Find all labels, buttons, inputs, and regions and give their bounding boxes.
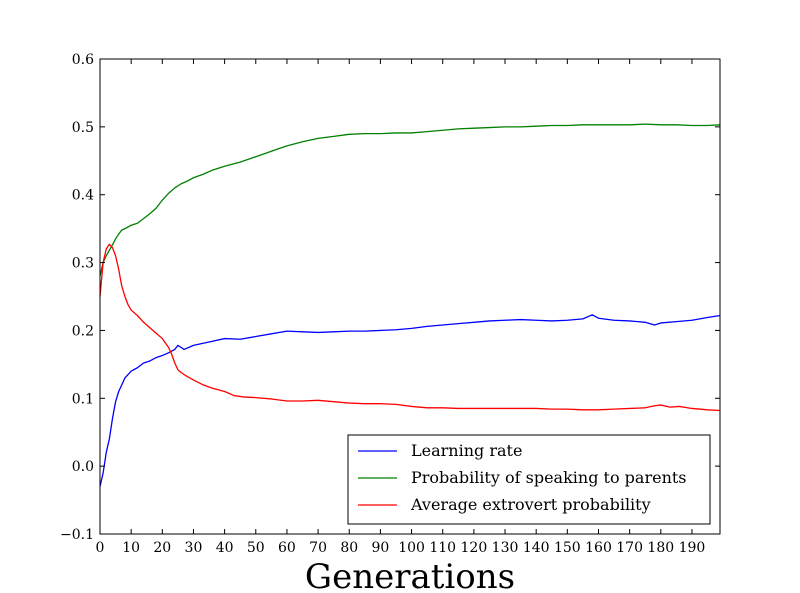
x-tick-label: 20 xyxy=(153,540,171,556)
x-tick-label: 10 xyxy=(122,540,140,556)
x-tick-label: 70 xyxy=(309,540,327,556)
series-line-1 xyxy=(99,314,721,487)
x-tick-label: 150 xyxy=(554,540,581,556)
x-tick-label: 30 xyxy=(185,540,203,556)
series-line-2 xyxy=(99,123,721,277)
x-tick-label: 170 xyxy=(616,540,643,556)
series-lines xyxy=(99,123,721,487)
x-tick-label: 190 xyxy=(679,540,706,556)
axis-ticks: 0 10 20 30 40 50 60 70 80 90 100 110 120 130 140 150 160… xyxy=(60,52,720,556)
plot-area-frame xyxy=(99,58,721,535)
x-tick-label: 120 xyxy=(461,540,488,556)
y-tick-label: 0.5 xyxy=(72,120,94,136)
y-tick-label: 0.0 xyxy=(72,459,94,475)
x-tick-label: 180 xyxy=(647,540,674,556)
x-tick-label: 100 xyxy=(398,540,425,556)
x-tick-label: 140 xyxy=(523,540,550,556)
y-tick-label: 0.3 xyxy=(72,256,94,272)
x-tick-label: 130 xyxy=(492,540,519,556)
legend-entry-label: Probability of speaking to parents xyxy=(411,468,687,487)
x-tick-label: 40 xyxy=(216,540,234,556)
y-tick-label: 0.6 xyxy=(72,52,94,68)
y-tick-label: 0.4 xyxy=(72,188,94,204)
y-tick-label: 0.2 xyxy=(72,323,94,339)
x-tick-label: 60 xyxy=(278,540,296,556)
series-line-3 xyxy=(99,243,721,412)
x-tick-label: 0 xyxy=(96,540,105,556)
legend: Learning rate Probability of speaking to … xyxy=(347,434,711,525)
legend-box xyxy=(347,434,711,525)
x-tick-label: 110 xyxy=(429,540,456,556)
x-tick-label: 50 xyxy=(247,540,265,556)
x-tick-label: 80 xyxy=(340,540,358,556)
y-tick-label: 0.1 xyxy=(72,391,94,407)
x-tick-label: 160 xyxy=(585,540,612,556)
legend-entry-label: Average extrovert probability xyxy=(410,495,651,514)
x-axis-label: Generations xyxy=(305,557,515,593)
x-tick-label: 90 xyxy=(371,540,389,556)
y-tick-label: −0.1 xyxy=(60,527,94,543)
legend-entry-label: Learning rate xyxy=(411,441,522,460)
